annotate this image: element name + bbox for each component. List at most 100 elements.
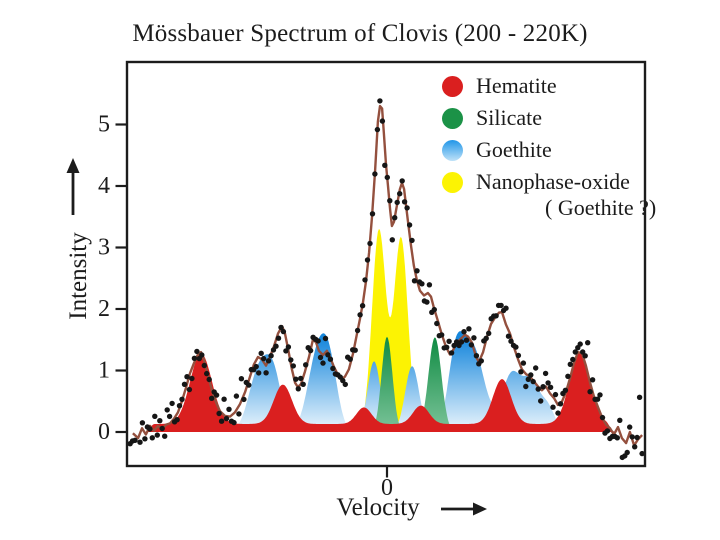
data-point [406,222,413,228]
svg-text:4: 4 [98,173,110,199]
data-point [632,444,638,450]
data-point [486,330,492,336]
data-point [268,353,274,359]
data-point [555,410,561,416]
data-point [149,435,155,441]
data-point [169,400,175,407]
data-point [238,376,245,382]
data-point [394,199,400,206]
data-point [513,344,519,350]
data-point [162,433,168,439]
svg-text:2: 2 [98,296,110,322]
data-point [614,435,620,441]
data-point [401,199,408,205]
data-point [209,395,215,401]
data-point [399,178,405,184]
data-point [231,419,237,426]
data-point [483,335,489,341]
data-point [426,282,433,288]
data-point [186,386,193,393]
data-point [194,348,200,355]
data-point [152,413,158,419]
data-point [580,349,586,355]
data-point [298,375,304,382]
data-point [347,356,353,362]
data-point [253,363,259,370]
data-point [538,398,544,404]
data-point [221,396,227,402]
data-point [290,363,296,369]
data-point [550,404,556,410]
data-point [404,205,410,211]
data-point [265,358,272,364]
data-point [295,386,301,392]
data-point [624,449,630,456]
data-point [340,377,346,384]
goethite-area [218,331,577,432]
data-point [137,439,143,445]
data-point [216,410,222,417]
svg-text:1: 1 [98,358,110,384]
x-axis-arrow-icon [441,502,487,516]
data-point [535,386,541,392]
data-point [374,126,381,133]
svg-text:3: 3 [98,235,110,261]
data-point [275,335,282,341]
data-point [552,391,559,398]
data-point [570,356,576,363]
data-point [147,426,153,432]
data-point [557,401,564,407]
data-point [135,476,140,481]
data-point [498,302,504,309]
data-point [226,406,232,412]
data-point [278,324,284,331]
data-point [473,353,480,359]
legend-item-goethite: Goethite [442,134,656,166]
legend-item-hematite: Hematite [442,70,656,102]
data-point [431,306,437,313]
data-point [545,380,551,386]
legend-item-nanophase-oxide: Nanophase-oxide [442,166,656,198]
data-point [330,365,336,372]
data-point [317,354,324,361]
data-point [246,382,252,388]
data-point [288,357,294,363]
data-point [357,312,363,318]
data-point [636,394,643,400]
data-point [458,339,465,345]
chart-title: Mössbauer Spectrum of Clovis (200 - 220K… [132,20,588,47]
data-point [206,376,212,383]
svg-text:0: 0 [98,419,110,445]
svg-text:5: 5 [98,112,110,138]
data-point [204,370,210,377]
data-point [409,237,415,244]
data-point [157,418,163,424]
y-axis-label: Intensity [65,232,92,320]
data-point [379,118,386,124]
scatter-points [127,98,645,481]
data-point [223,415,230,422]
data-point [362,277,368,283]
data-point [241,396,247,403]
data-point [260,355,267,362]
data-point [384,174,390,181]
data-point [139,420,146,426]
data-point [377,98,383,104]
data-point [508,338,514,344]
data-point [201,362,207,369]
data-point [307,347,314,354]
data-point [315,338,321,344]
data-point [382,162,388,168]
data-point [523,383,529,390]
data-point [468,342,475,348]
data-point [189,375,195,382]
x-axis-label: Velocity [336,494,420,521]
data-point [372,171,378,177]
data-point [515,352,522,359]
x-tick-label: 0 [381,475,393,501]
data-point [518,369,524,375]
data-point [594,396,601,402]
y-axis-arrow-icon [66,158,80,215]
